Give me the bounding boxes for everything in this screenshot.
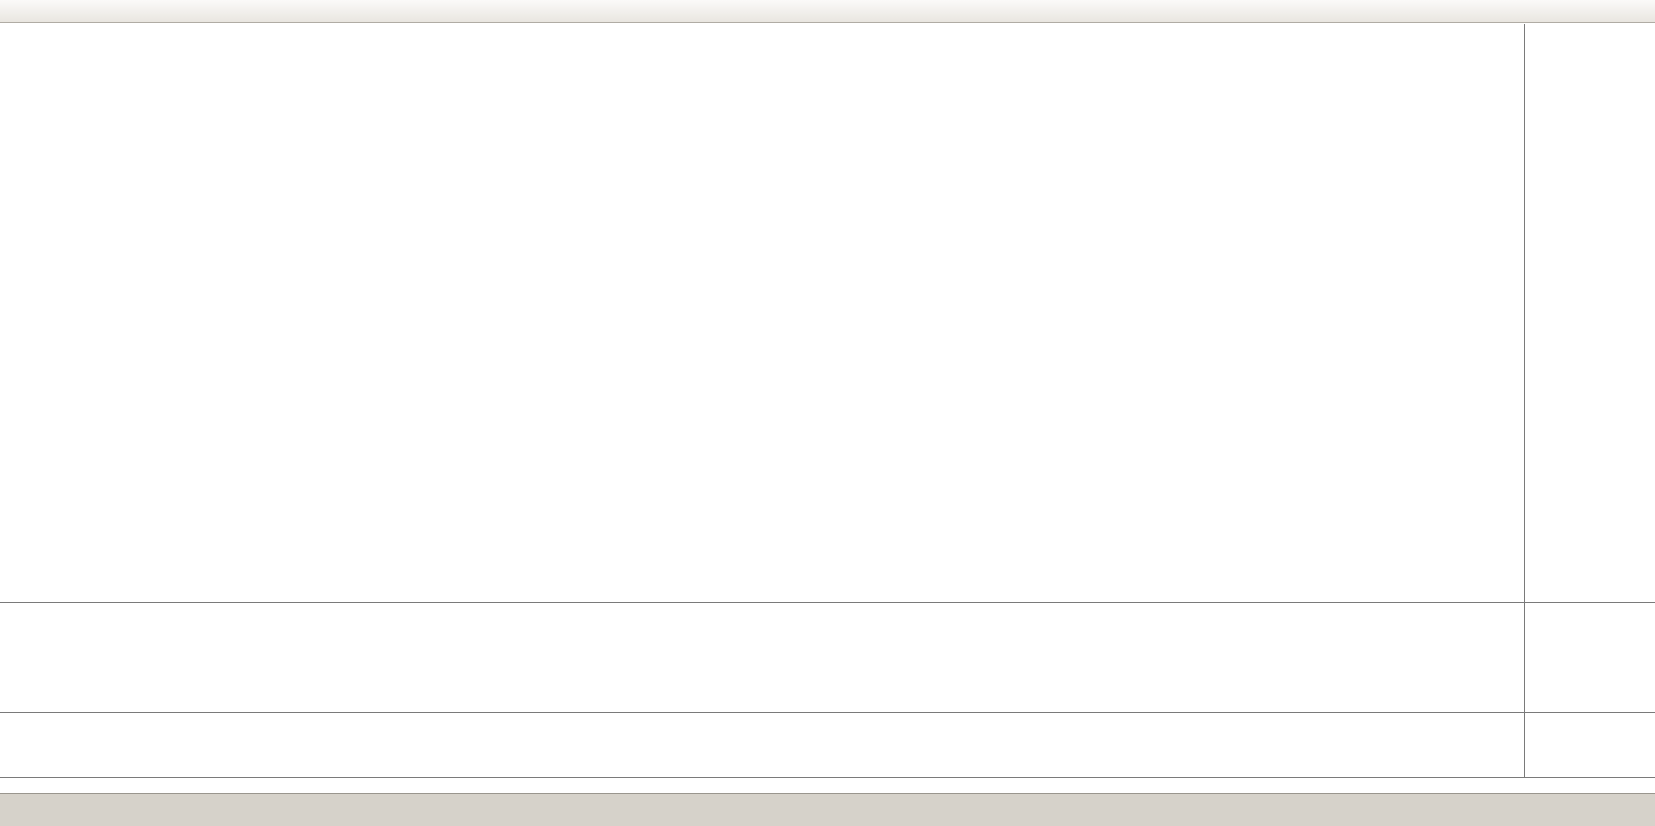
pane-separator[interactable] xyxy=(0,602,1655,603)
price-axis-border xyxy=(1524,24,1525,777)
window-bottom-strip xyxy=(0,793,1655,826)
chart-title xyxy=(5,28,9,40)
rsi-header xyxy=(5,715,11,727)
pane-separator[interactable] xyxy=(0,712,1655,713)
time-axis[interactable] xyxy=(0,778,1655,793)
macd-header xyxy=(5,606,11,618)
chart-window[interactable] xyxy=(0,24,1655,826)
macd-indicator-canvas[interactable] xyxy=(0,603,1524,712)
pane-separator[interactable] xyxy=(0,777,1655,778)
rsi-indicator-canvas[interactable] xyxy=(0,713,1524,777)
price-chart-canvas[interactable] xyxy=(0,24,1524,602)
main-toolbar xyxy=(0,0,1655,23)
